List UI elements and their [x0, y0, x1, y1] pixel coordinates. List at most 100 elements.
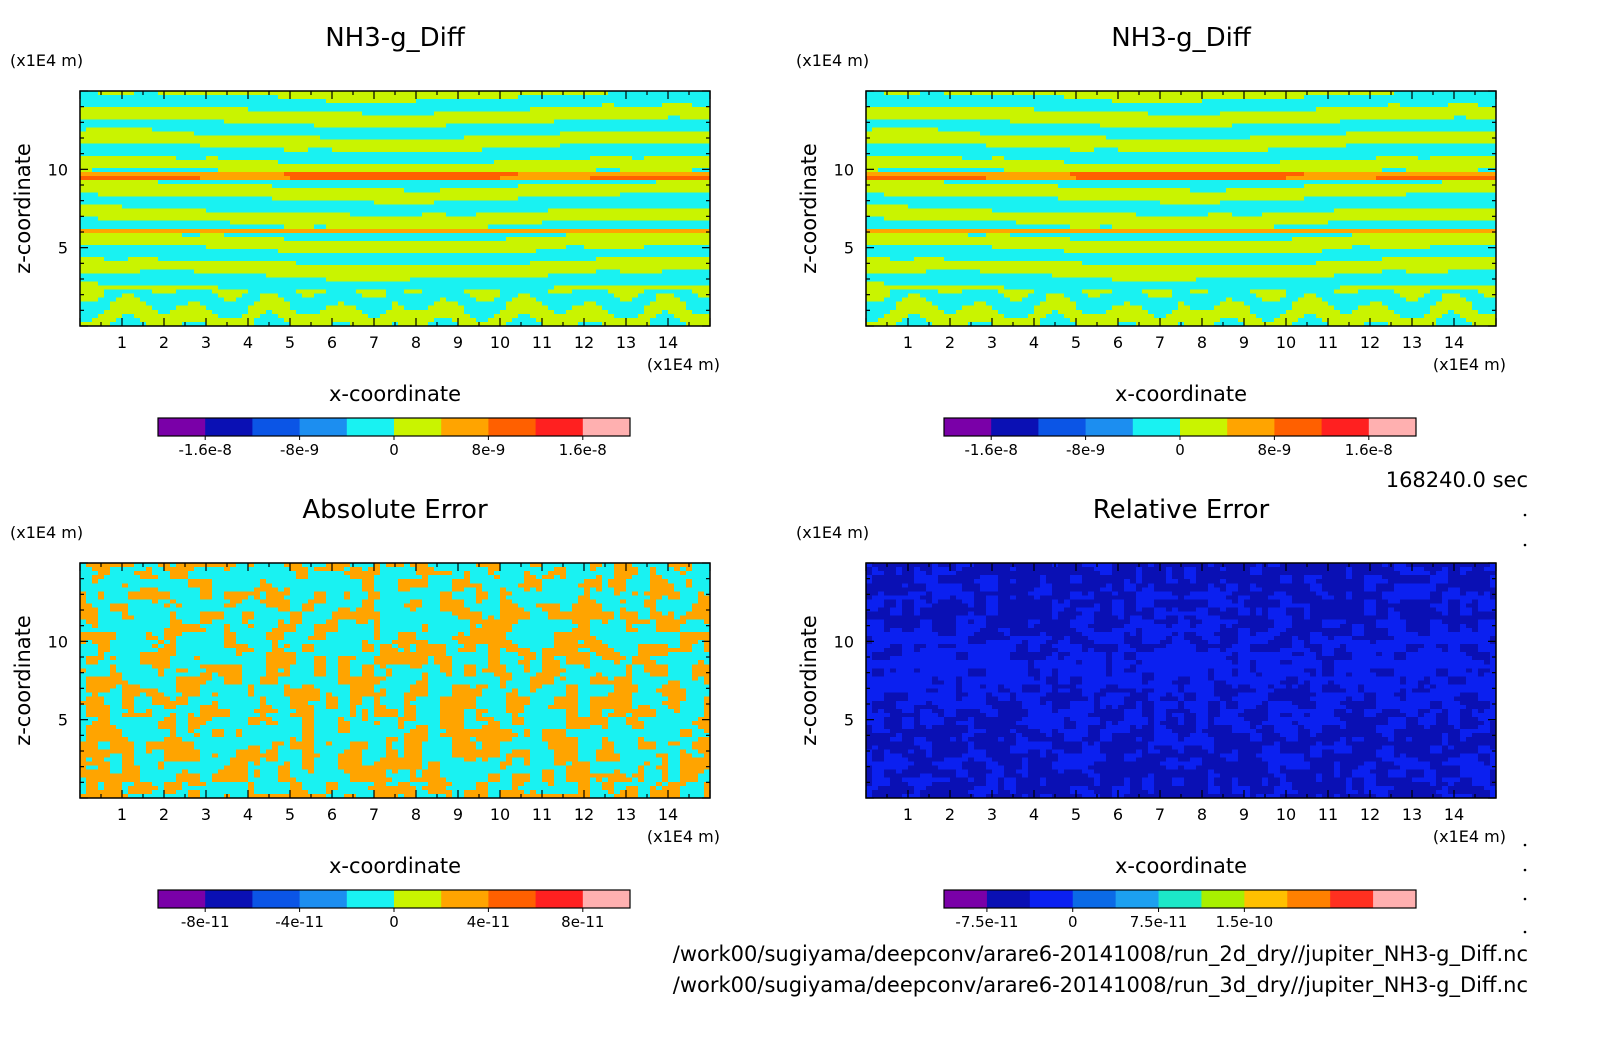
contour-cell [446, 115, 453, 120]
contour-cell [152, 147, 159, 153]
contour-cell [578, 257, 585, 262]
contour-cell [230, 184, 237, 189]
contour-cell [632, 236, 639, 242]
contour-cell [704, 269, 711, 274]
contour-cell [452, 253, 459, 258]
contour-cell [698, 180, 705, 185]
contour-cell [392, 95, 399, 100]
contour-cell [242, 180, 249, 185]
contour-cell [488, 151, 495, 157]
contour-cell [446, 216, 453, 222]
contour-cell [104, 155, 111, 161]
contour-cell [452, 220, 459, 226]
contour-cell [170, 249, 177, 254]
contour-cell [116, 123, 123, 129]
contour-cell [572, 172, 579, 177]
contour-cell [566, 119, 573, 125]
contour-cell [176, 107, 183, 112]
contour-cell [530, 159, 537, 165]
contour-cell [674, 277, 681, 283]
contour-cell [362, 236, 369, 242]
contour-cell [374, 269, 381, 274]
contour-cell [194, 135, 201, 141]
contour-cell [200, 159, 207, 165]
contour-cell [602, 192, 609, 197]
contour-cell [428, 257, 435, 262]
contour-cell [668, 159, 675, 165]
contour-cell [458, 127, 465, 133]
contour-cell [530, 180, 537, 185]
contour-cell [134, 167, 141, 173]
contour-cell [176, 163, 183, 169]
contour-cell [512, 200, 519, 206]
contour-cell [584, 115, 591, 120]
contour-cell [422, 91, 429, 96]
contour-cell [530, 265, 537, 270]
contour-cell [284, 236, 291, 242]
contour-cell [386, 107, 393, 112]
contour-cell [680, 139, 687, 145]
contour-cell [536, 123, 543, 129]
contour-cell [290, 228, 297, 234]
contour-cell [638, 131, 645, 137]
contour-cell [104, 143, 111, 149]
contour-cell [572, 139, 579, 145]
contour-cell [644, 277, 651, 283]
contour-cell [140, 176, 147, 181]
contour-cell [572, 253, 579, 258]
contour-cell [590, 123, 597, 129]
contour-cell [218, 139, 225, 145]
contour-cell [188, 143, 195, 149]
contour-cell [80, 188, 87, 193]
contour-cell [632, 107, 639, 112]
contour-cell [590, 196, 597, 201]
contour-cell [674, 135, 681, 141]
contour-cell [92, 155, 99, 161]
contour-cell [140, 139, 147, 145]
contour-cell [662, 216, 669, 222]
contour-cell [182, 147, 189, 153]
contour-cell [188, 131, 195, 137]
contour-cell [320, 115, 327, 120]
contour-cell [302, 184, 309, 189]
contour-cell [524, 123, 531, 129]
contour-cell [494, 261, 501, 266]
contour-cell [410, 257, 417, 262]
contour-cell [416, 99, 423, 104]
contour-cell [296, 200, 303, 206]
contour-cell [662, 115, 669, 120]
contour-cell [194, 281, 201, 287]
contour-cell [542, 261, 549, 266]
contour-cell [698, 253, 705, 258]
contour-cell [524, 131, 531, 137]
contour-cell [200, 277, 207, 283]
contour-cell [134, 176, 141, 181]
contour-cell [422, 212, 429, 218]
contour-cell [566, 204, 573, 210]
contour-cell [422, 135, 429, 141]
contour-cell [218, 127, 225, 133]
contour-cell [704, 224, 711, 230]
contour-cell [392, 240, 399, 246]
contour-cell [512, 249, 519, 254]
contour-cell [104, 176, 111, 181]
contour-cell [518, 172, 525, 177]
contour-cell [152, 172, 159, 177]
contour-cell [488, 127, 495, 133]
contour-cell [86, 249, 93, 254]
contour-cell [362, 167, 369, 173]
contour-cell [434, 135, 441, 141]
contour-cell [662, 265, 669, 270]
contour-cell [350, 281, 357, 287]
contour-cell [248, 180, 255, 185]
contour-cell [308, 196, 315, 201]
contour-cell [662, 208, 669, 214]
contour-cell [578, 249, 585, 254]
contour-cell [86, 277, 93, 283]
contour-cell [698, 188, 705, 193]
contour-cell [164, 208, 171, 214]
contour-cell [218, 135, 225, 141]
contour-cell [386, 204, 393, 210]
contour-cell [488, 111, 495, 116]
contour-cell [632, 119, 639, 125]
